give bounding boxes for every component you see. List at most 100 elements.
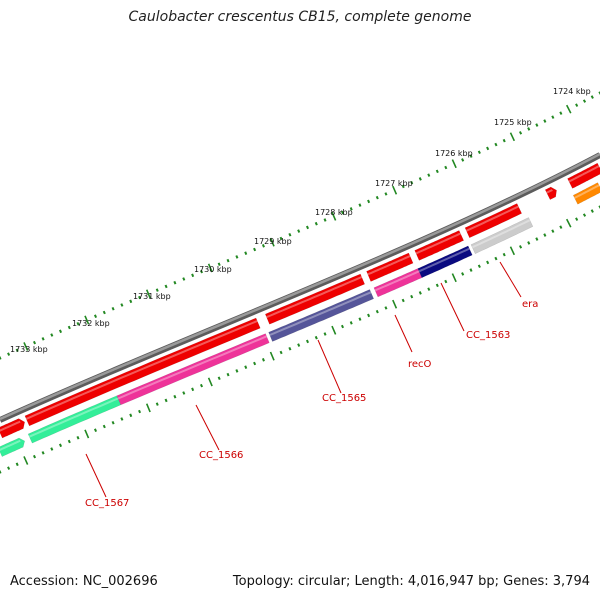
gene-label-reco: recO <box>408 359 432 370</box>
ruler-minor-tick <box>444 279 448 284</box>
ruler-minor-tick <box>50 447 54 451</box>
ruler-minor-tick <box>120 417 124 421</box>
ruler-minor-tick <box>582 99 587 103</box>
reverse-feature-orange <box>572 182 600 205</box>
ruler-minor-tick <box>288 346 292 351</box>
gene-label-cc-1566: CC_1566 <box>199 450 243 461</box>
ruler-minor-tick <box>182 277 186 281</box>
ruler-major-tick <box>269 237 275 247</box>
forward-feature <box>414 230 465 261</box>
tick-label-1728: 1728 kbp <box>315 208 353 217</box>
ruler-minor-tick <box>76 435 80 440</box>
ruler-minor-tick <box>138 295 142 300</box>
forward-feature <box>366 252 414 282</box>
ruler-minor-tick <box>288 232 292 237</box>
ruler-minor-tick <box>102 310 106 315</box>
ruler-minor-tick <box>15 462 19 467</box>
gene-label-cc-1565: CC_1565 <box>322 393 366 404</box>
ruler-labels: 1724 kbp 1725 kbp 1726 kbp 1727 kbp 1728… <box>10 87 591 354</box>
ruler-minor-tick <box>340 324 345 329</box>
ruler-minor-tick <box>297 343 301 347</box>
ruler-minor-tick <box>469 268 473 272</box>
ruler-minor-tick <box>367 199 371 204</box>
tick-label-1733: 1733 kbp <box>10 345 48 354</box>
ruler-minor-tick <box>323 218 327 222</box>
ruler-minor-tick <box>129 299 133 304</box>
ruler-minor-tick <box>590 209 594 213</box>
ruler-minor-tick <box>418 177 422 181</box>
ruler-minor-tick <box>191 273 195 278</box>
gene-label-cc-1563: CC_1563 <box>466 330 510 341</box>
ruler-minor-tick <box>590 95 594 99</box>
ruler-major-tick <box>392 185 398 195</box>
ruler-minor-tick <box>427 287 431 291</box>
ruler-major-tick <box>84 429 90 439</box>
ruler-minor-tick <box>323 332 327 336</box>
forward-feature-small <box>544 186 557 200</box>
ruler-major-tick <box>565 104 572 114</box>
forward-feature <box>464 203 523 239</box>
ruler-minor-tick <box>305 225 310 230</box>
ruler-minor-tick <box>235 255 239 259</box>
tick-label-1727: 1727 kbp <box>375 179 413 188</box>
reverse-strand-features <box>0 182 600 457</box>
ruler-minor-tick <box>199 269 204 274</box>
ruler-major-tick <box>509 132 516 142</box>
ruler-major-tick <box>269 351 275 361</box>
ruler-minor-tick <box>502 252 506 257</box>
accession-text: Accession: NC_002696 <box>10 574 158 589</box>
ruler-minor-tick <box>502 138 506 143</box>
page-title: Caulobacter crescentus CB15, complete ge… <box>128 9 472 25</box>
ruler-minor-tick <box>535 237 539 241</box>
label-leaders <box>85 261 522 498</box>
ruler-minor-tick <box>575 103 579 107</box>
ruler-minor-tick <box>314 335 318 340</box>
ruler-minor-tick <box>469 154 473 158</box>
ruler-minor-tick <box>477 150 481 155</box>
ruler-minor-tick <box>494 142 498 147</box>
ruler-minor-tick <box>279 350 283 355</box>
ruler-minor-tick <box>461 272 465 276</box>
tick-label-1724: 1724 kbp <box>553 87 591 96</box>
ruler-major-tick <box>331 325 337 335</box>
ruler-minor-tick <box>155 288 159 292</box>
ruler-minor-tick <box>164 398 168 403</box>
ruler-minor-tick <box>340 210 345 215</box>
ruler-minor-tick <box>76 321 80 326</box>
ruler-minor-tick <box>410 294 414 299</box>
gene-cc-1567-fragment <box>0 437 25 457</box>
ruler-minor-tick <box>58 443 63 448</box>
gene-label-era: era <box>522 299 538 310</box>
ruler-minor-tick <box>32 340 37 345</box>
ruler-minor-tick <box>0 470 2 474</box>
ruler-minor-tick <box>305 339 310 344</box>
forward-feature <box>567 162 600 189</box>
ruler-minor-tick <box>15 348 19 353</box>
ruler-minor-tick <box>486 260 490 265</box>
ruler-minor-tick <box>67 439 71 444</box>
ruler-minor-tick <box>575 217 579 221</box>
ruler-major-tick <box>451 159 457 169</box>
tick-label-1732: 1732 kbp <box>72 319 110 328</box>
ruler-minor-tick <box>358 317 362 321</box>
gene-cc-1566 <box>116 333 270 406</box>
ruler-minor-tick <box>173 280 177 285</box>
ruler-minor-tick <box>444 165 448 170</box>
ruler-major-tick <box>451 273 457 283</box>
ruler-minor-tick <box>58 329 63 334</box>
ruler-minor-tick <box>527 127 531 131</box>
ruler-minor-tick <box>375 195 379 200</box>
tick-label-1731: 1731 kbp <box>133 292 171 301</box>
ruler-minor-tick <box>164 284 168 289</box>
ruler-minor-tick <box>261 358 265 362</box>
gene-labels: era CC_1563 recO CC_1565 CC_1566 CC_1567 <box>85 299 538 509</box>
gene-cc-1565 <box>268 289 375 342</box>
outer-ruler <box>0 91 600 360</box>
ruler-minor-tick <box>349 207 353 211</box>
ruler-minor-tick <box>427 173 431 177</box>
ruler-major-tick <box>207 377 213 387</box>
ruler-minor-tick <box>67 325 71 330</box>
ruler-minor-tick <box>93 428 98 432</box>
ruler-minor-tick <box>375 309 379 314</box>
